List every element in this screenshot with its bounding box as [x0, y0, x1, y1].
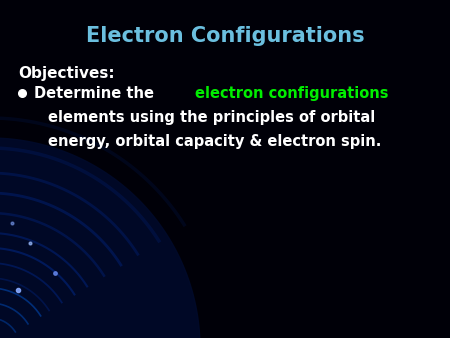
Text: Electron Configurations: Electron Configurations	[86, 26, 365, 46]
Text: Determine the: Determine the	[34, 86, 159, 101]
Text: of: of	[445, 86, 450, 101]
Text: Objectives:: Objectives:	[18, 66, 115, 81]
Text: elements using the principles of orbital: elements using the principles of orbital	[48, 110, 375, 125]
Text: electron configurations: electron configurations	[195, 86, 389, 101]
Text: energy, orbital capacity & electron spin.: energy, orbital capacity & electron spin…	[48, 134, 382, 149]
Polygon shape	[0, 138, 200, 338]
